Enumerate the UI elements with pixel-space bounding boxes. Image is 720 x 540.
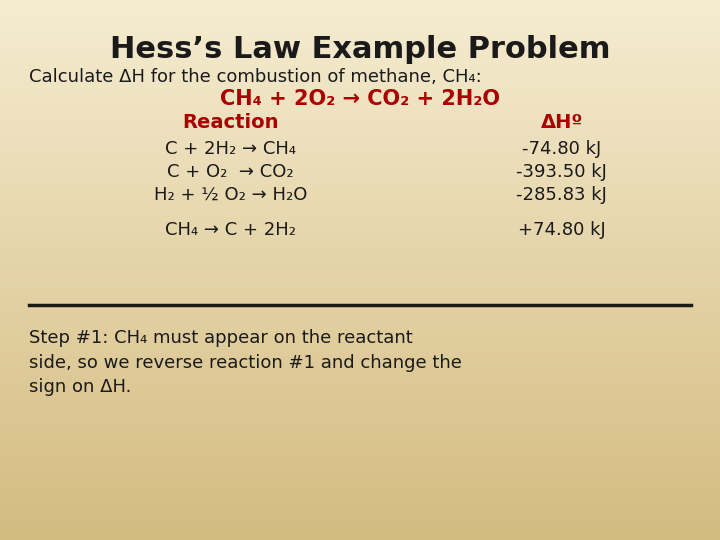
Text: Calculate ΔH for the combustion of methane, CH₄:: Calculate ΔH for the combustion of metha… — [29, 68, 482, 85]
Text: +74.80 kJ: +74.80 kJ — [518, 221, 606, 239]
Text: -285.83 kJ: -285.83 kJ — [516, 186, 607, 204]
Text: Step #1: CH₄ must appear on the reactant: Step #1: CH₄ must appear on the reactant — [29, 329, 413, 347]
Text: CH₄ → C + 2H₂: CH₄ → C + 2H₂ — [165, 221, 296, 239]
Text: sign on ΔH.: sign on ΔH. — [29, 378, 131, 396]
Text: side, so we reverse reaction #1 and change the: side, so we reverse reaction #1 and chan… — [29, 354, 462, 372]
Text: CH₄ + 2O₂ → CO₂ + 2H₂O: CH₄ + 2O₂ → CO₂ + 2H₂O — [220, 89, 500, 109]
Text: H₂ + ½ O₂ → H₂O: H₂ + ½ O₂ → H₂O — [153, 186, 307, 204]
Text: C + 2H₂ → CH₄: C + 2H₂ → CH₄ — [165, 140, 296, 158]
Text: ΔHº: ΔHº — [541, 113, 582, 132]
Text: -393.50 kJ: -393.50 kJ — [516, 163, 607, 181]
Text: Hess’s Law Example Problem: Hess’s Law Example Problem — [109, 35, 611, 64]
Text: Reaction: Reaction — [182, 113, 279, 132]
Text: -74.80 kJ: -74.80 kJ — [522, 140, 601, 158]
Text: C + O₂  → CO₂: C + O₂ → CO₂ — [167, 163, 294, 181]
